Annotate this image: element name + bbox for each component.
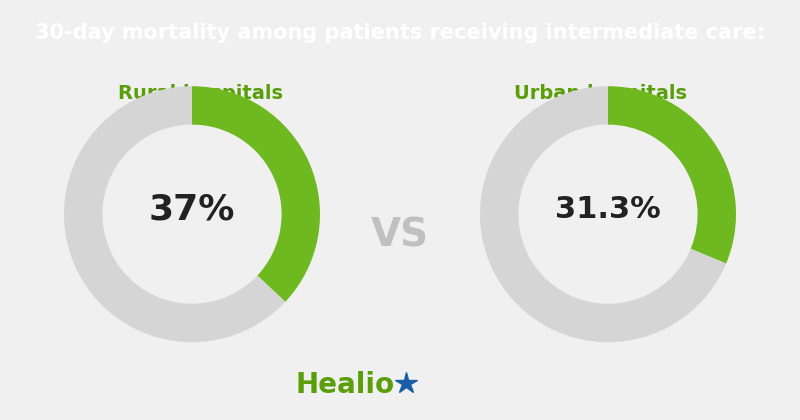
Text: Healio: Healio (295, 370, 394, 399)
Wedge shape (608, 86, 736, 264)
Text: 31.3%: 31.3% (555, 194, 661, 223)
Wedge shape (192, 86, 320, 302)
Wedge shape (480, 86, 726, 342)
Text: Urban hospitals: Urban hospitals (514, 84, 686, 103)
Wedge shape (64, 86, 286, 342)
Text: Rural hospitals: Rural hospitals (118, 84, 282, 103)
Text: 37%: 37% (149, 192, 235, 226)
Text: 30-day mortality among patients receiving intermediate care:: 30-day mortality among patients receivin… (35, 23, 765, 42)
Text: VS: VS (371, 216, 429, 255)
